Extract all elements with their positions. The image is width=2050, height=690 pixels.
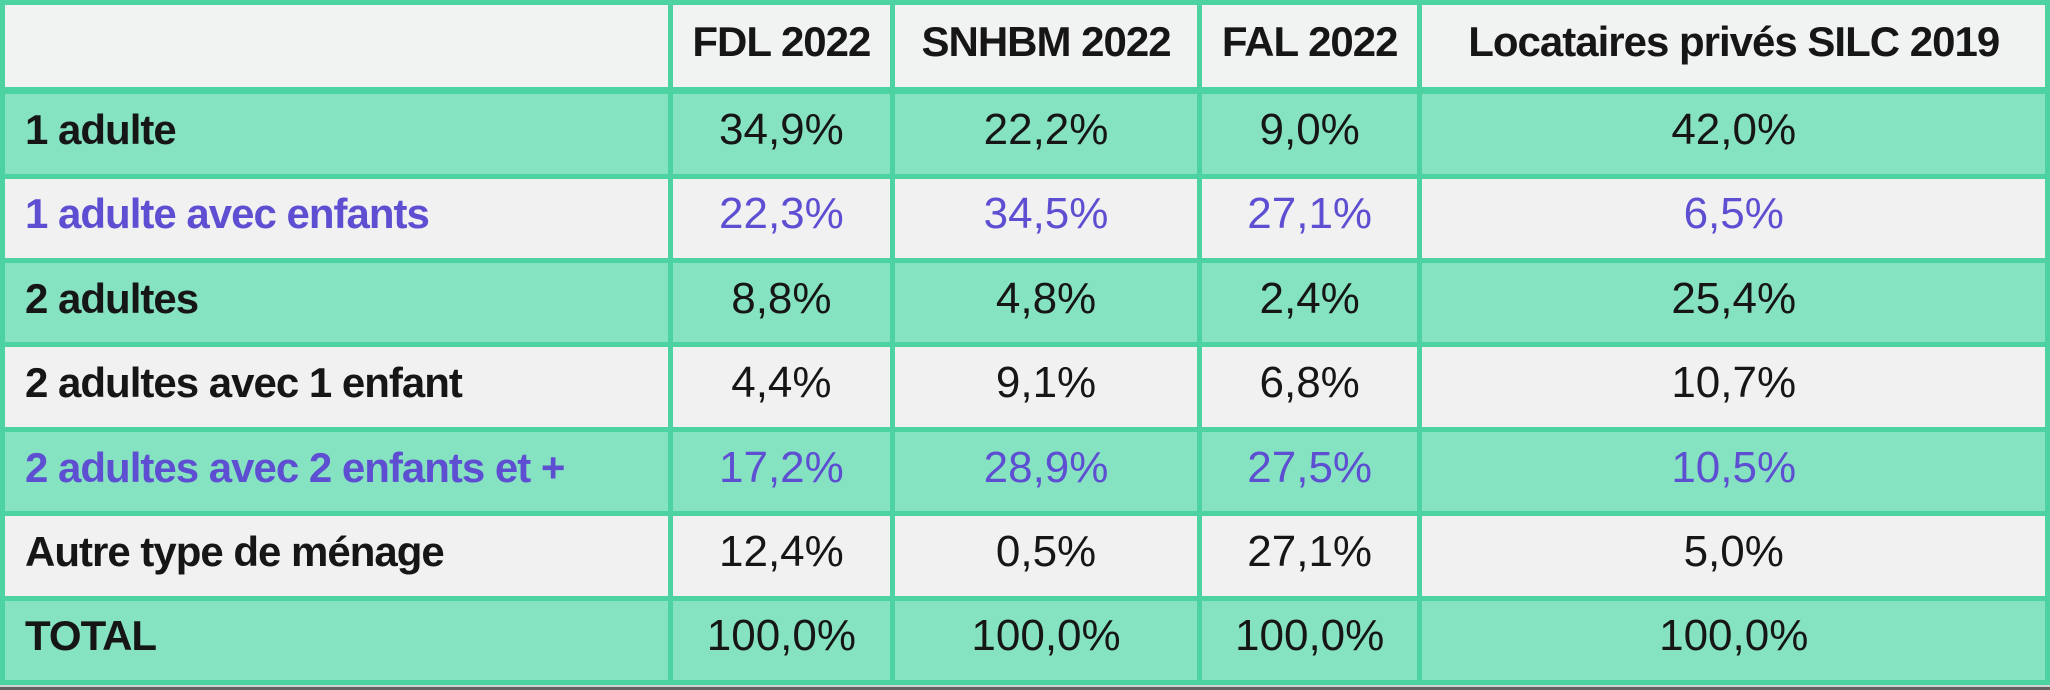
bottom-edge-highlight [0,685,2050,687]
cell-fdl: 22,3% [667,173,896,264]
cell-fdl: 4,4% [667,342,896,432]
table-row-2-adultes-avec-2-enfants-et-plus: 2 adultes avec 2 enfants et + 17,2% 28,9… [0,426,2050,517]
row-label: 2 adultes avec 2 enfants et + [0,426,673,517]
row-label: 2 adultes [0,258,673,348]
cell-snhbm: 28,9% [890,426,1202,517]
cell-snhbm: 22,2% [890,88,1202,179]
cell-locataires: 100,0% [1417,595,2050,686]
cell-locataires: 10,7% [1417,342,2050,432]
cell-snhbm: 4,8% [890,258,1202,348]
col-header-locataires-prives-silc-2019: Locataires privés SILC 2019 [1417,0,2050,94]
cell-fdl: 100,0% [667,595,896,686]
cell-locataires: 25,4% [1417,258,2050,348]
cell-fal: 27,1% [1196,511,1423,601]
cell-fdl: 17,2% [667,426,896,517]
cell-snhbm: 34,5% [890,173,1202,264]
row-label: Autre type de ménage [0,511,673,601]
table-row-autre-type-de-menage: Autre type de ménage 12,4% 0,5% 27,1% 5,… [0,511,2050,601]
cell-fdl: 8,8% [667,258,896,348]
table-row-2-adultes: 2 adultes 8,8% 4,8% 2,4% 25,4% [0,258,2050,348]
corner-cell [0,0,673,94]
table-row-1-adulte: 1 adulte 34,9% 22,2% 9,0% 42,0% [0,88,2050,179]
cell-locataires: 42,0% [1417,88,2050,179]
col-header-fal-2022: FAL 2022 [1196,0,1423,94]
cell-fdl: 34,9% [667,88,896,179]
table-row-2-adultes-avec-1-enfant: 2 adultes avec 1 enfant 4,4% 9,1% 6,8% 1… [0,342,2050,432]
cell-fal: 27,5% [1196,426,1423,517]
cell-locataires: 5,0% [1417,511,2050,601]
row-label: 2 adultes avec 1 enfant [0,342,673,432]
cell-fal: 6,8% [1196,342,1423,432]
cell-locataires: 6,5% [1417,173,2050,264]
cell-fal: 9,0% [1196,88,1423,179]
row-label: 1 adulte avec enfants [0,173,673,264]
cell-fal: 27,1% [1196,173,1423,264]
col-header-fdl-2022: FDL 2022 [667,0,896,94]
cell-fal: 2,4% [1196,258,1423,348]
cell-locataires: 10,5% [1417,426,2050,517]
table-row-total: TOTAL 100,0% 100,0% 100,0% 100,0% [0,595,2050,686]
table-row-1-adulte-avec-enfants: 1 adulte avec enfants 22,3% 34,5% 27,1% … [0,173,2050,264]
header-row: FDL 2022 SNHBM 2022 FAL 2022 Locataires … [0,0,2050,94]
cell-snhbm: 9,1% [890,342,1202,432]
bottom-edge-shadow [0,687,2050,690]
row-label: TOTAL [0,595,673,686]
cell-fal: 100,0% [1196,595,1423,686]
col-header-snhbm-2022: SNHBM 2022 [890,0,1202,94]
cell-snhbm: 100,0% [890,595,1202,686]
row-label: 1 adulte [0,88,673,179]
cell-fdl: 12,4% [667,511,896,601]
cell-snhbm: 0,5% [890,511,1202,601]
